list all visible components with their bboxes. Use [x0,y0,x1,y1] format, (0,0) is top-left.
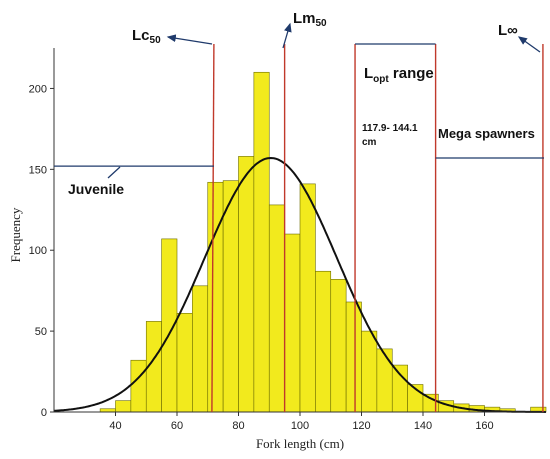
x-tick-label-4: 120 [352,420,370,432]
histogram-bar-12 [284,233,301,413]
x-axis-title: Fork length (cm) [256,436,344,451]
y-tick-label-1: 50 [35,326,47,338]
histogram-bars [99,71,547,413]
lc50-arrow [166,34,213,45]
lopt-range-value-line-2: cm [362,137,377,148]
lc50-label: Lc50 [132,27,161,46]
size-marker-lines [211,43,544,413]
x-tick-label-3: 100 [291,420,309,432]
histogram-bar-13 [299,183,316,413]
y-ticks: 0 50 100 150 200 [29,83,54,419]
histogram-bar-15 [330,279,347,413]
normal-distribution-curve [53,156,546,413]
juvenile-label: Juvenile [68,181,124,197]
lopt-range-value-line-1: 117.9- 144.1 [362,123,418,134]
lopt-range-label: Lopt range [364,65,434,85]
histogram-bar-10 [253,71,270,413]
x-tick-label-6: 160 [475,420,493,432]
histogram-bar-17 [361,330,378,413]
juvenile-arrow [107,166,121,179]
lm50-label: Lm50 [293,10,327,29]
y-axis-title: Frequency [8,207,23,262]
histogram-bar-16 [345,301,362,413]
histogram-bar-18 [376,348,393,413]
y-tick-label-0: 0 [41,407,47,419]
linf-label: L∞ [498,22,518,39]
mega-spawners-label: Mega spawners [438,126,535,141]
x-tick-label-1: 60 [171,420,183,432]
histogram-bar-6 [192,285,209,413]
histogram-bar-2 [130,359,147,413]
linf-arrow [517,36,541,53]
histogram-bar-14 [315,270,332,413]
histogram-bar-1 [115,400,132,413]
marker-line-0 [211,43,215,413]
y-tick-label-4: 200 [29,83,47,95]
histogram-bar-11 [268,204,285,413]
x-tick-label-5: 140 [414,420,432,432]
y-tick-label-3: 150 [29,164,47,176]
histogram-bar-7 [207,181,224,413]
histogram-bar-8 [222,180,239,413]
histogram-bar-5 [176,313,193,413]
lm50-arrow [282,22,292,49]
x-tick-label-2: 80 [232,420,244,432]
histogram-bar-19 [391,364,408,413]
x-ticks: 40 60 80 100 120 140 160 [109,412,494,432]
histogram-bar-9 [238,156,255,413]
y-tick-label-2: 100 [29,245,47,257]
x-tick-label-0: 40 [109,420,121,432]
